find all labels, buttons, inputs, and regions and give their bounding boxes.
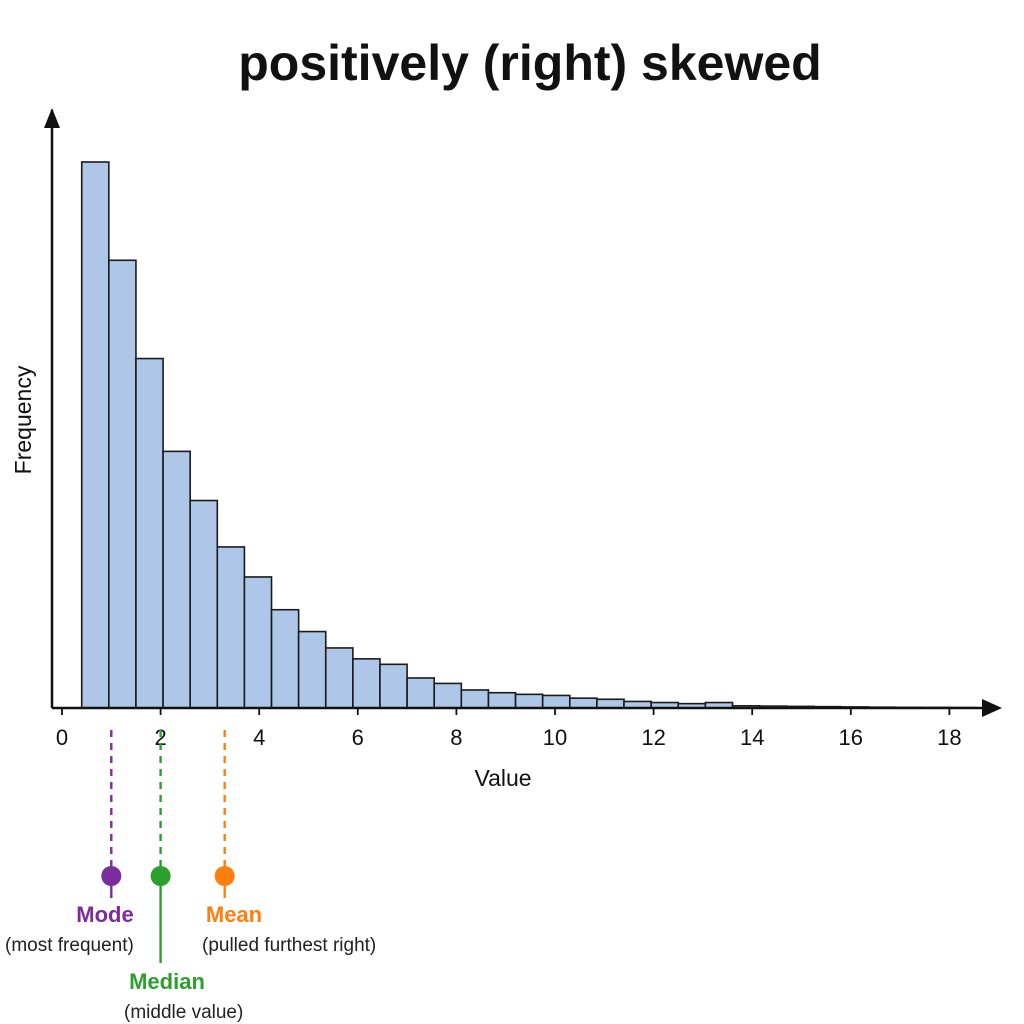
- histogram-bar: [460, 689, 490, 709]
- histogram-bar: [568, 697, 598, 709]
- histogram-bar: [324, 647, 354, 709]
- central-tendency-markers: Mode(most frequent)Median(middle value)M…: [5, 730, 376, 1023]
- mean-dot: [214, 866, 235, 886]
- x-tick-label: 12: [641, 725, 665, 750]
- x-tick-label: 14: [740, 725, 764, 750]
- x-tick-label: 8: [450, 725, 462, 750]
- histogram-bar: [596, 698, 625, 709]
- x-tick-label: 16: [839, 725, 863, 750]
- x-axis-ticks: 0 2 4 6 8 10 12 14 16 18: [56, 708, 962, 750]
- histogram-bar: [514, 693, 544, 709]
- mode-label: Mode: [76, 902, 133, 927]
- mode-description: (most frequent): [5, 935, 134, 956]
- histogram-bar: [541, 694, 571, 709]
- histogram-bar: [352, 658, 381, 709]
- mean-label: Mean: [206, 902, 262, 927]
- x-tick-label: 0: [56, 725, 68, 750]
- mean-description: (pulled furthest right): [202, 935, 376, 956]
- histogram-bar: [135, 357, 164, 709]
- histogram-bar: [243, 576, 273, 709]
- histogram-bar: [270, 608, 300, 709]
- y-axis-arrow-icon: [44, 108, 60, 128]
- histogram-bar: [487, 691, 517, 709]
- histogram-bars: [80, 161, 978, 709]
- median-label: Median: [129, 969, 205, 994]
- median-description: (middle value): [124, 1002, 243, 1023]
- histogram-bar: [433, 682, 463, 709]
- x-tick-label: 2: [154, 725, 166, 750]
- x-tick-label: 18: [937, 725, 961, 750]
- histogram-bar: [189, 499, 219, 709]
- x-axis-label: Value: [474, 765, 531, 791]
- y-axis-label: Frequency: [10, 365, 36, 474]
- x-tick-label: 6: [352, 725, 364, 750]
- median-marker: Median (middle value): [124, 730, 243, 1023]
- x-tick-label: 10: [543, 725, 567, 750]
- histogram-bar: [406, 677, 436, 709]
- mode-dot: [101, 866, 122, 886]
- median-dot: [150, 866, 171, 886]
- histogram-bar: [162, 450, 191, 709]
- mode-marker: Mode (most frequent): [5, 730, 134, 956]
- x-axis-arrow-icon: [982, 699, 1002, 717]
- histogram-bar: [379, 663, 408, 709]
- x-tick-label: 4: [253, 725, 265, 750]
- histogram-bar: [108, 259, 137, 709]
- histogram-bar: [297, 630, 327, 709]
- histogram-bar: [80, 161, 110, 709]
- chart-title: positively (right) skewed: [238, 35, 821, 91]
- histogram-bar: [216, 546, 246, 709]
- mean-marker: Mean (pulled furthest right): [202, 730, 376, 956]
